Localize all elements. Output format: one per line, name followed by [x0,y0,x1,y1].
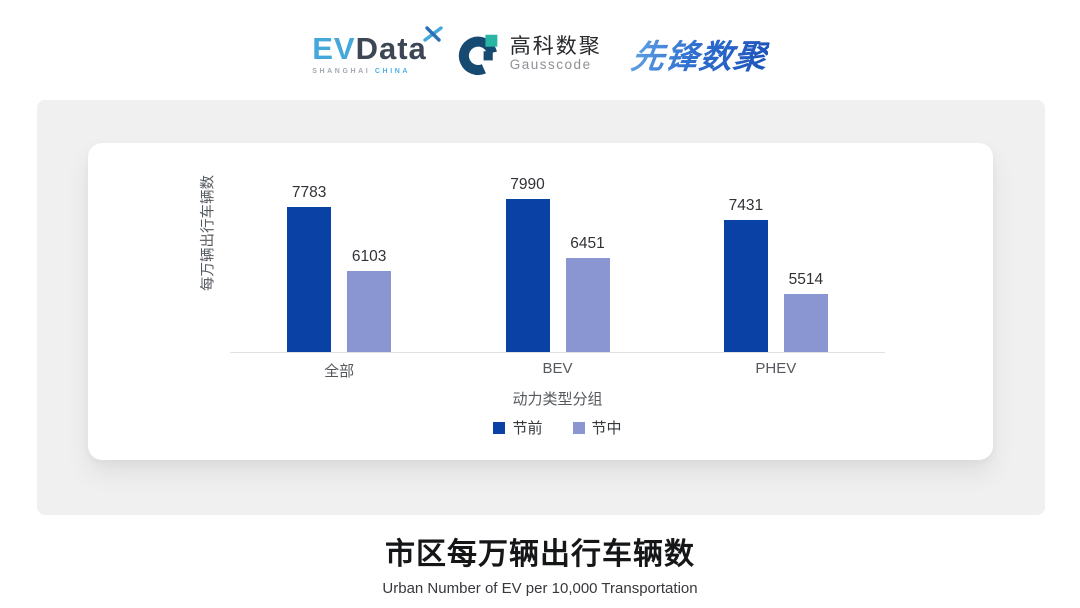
page-subtitle: Urban Number of EV per 10,000 Transporta… [382,580,698,597]
gausscode-en-text: Gausscode [509,56,592,72]
legend-swatch-during [572,421,585,434]
gausscode-cn-text: 高科数聚 [509,34,602,58]
bar-value-label: 7783 [291,184,327,201]
page-title: 市区每万辆出行车辆数 [385,538,695,571]
x-category-label-全部: 全部 [324,363,355,380]
legend-swatch-pre [493,421,506,434]
x-axis-title: 动力类型分组 [512,391,603,408]
x-category-label-PHEV: PHEV [755,360,797,377]
y-axis-title: 每万辆出行车辆数 [200,175,217,291]
bar-value-label: 5514 [788,271,824,288]
gausscode-logo: 高科数聚 Gausscode [457,32,602,76]
bar-value-label: 6451 [570,235,605,252]
evdata-x-spark-icon [423,26,443,42]
evdata-ev-text: EV [312,31,356,66]
bar-节中-BEV [565,258,610,352]
legend-item-during: 节中 [572,417,622,438]
pioneer-logo: 先锋数聚 [628,30,771,78]
evdata-china-text: CHINA [374,68,411,75]
bar-节前-PHEV [723,220,768,352]
legend-label-pre: 节前 [512,420,543,437]
evdata-logo: EVData SHANGHAI CHINA [312,26,443,75]
evdata-shanghai-text: SHANGHAI [312,68,371,75]
legend-item-pre: 节前 [493,417,543,438]
bar-节前-BEV [505,199,550,352]
footer: 市区每万辆出行车辆数 Urban Number of EV per 10,000… [0,529,1080,597]
evdata-wordmark: EVData [312,33,427,64]
evdata-subtext: SHANGHAI CHINA [312,68,410,75]
x-category-label-BEV: BEV [542,360,573,377]
gausscode-g-ring-icon [458,34,498,76]
legend: 节前 节中 [230,417,885,438]
bar-节中-全部 [347,271,392,352]
bar-节中-PHEV [783,294,828,352]
chart-card: 每万辆出行车辆数 7783 6103 7990 6451 7431 5514 全部 BEV P… [88,143,993,460]
plot-area: 7783 6103 7990 6451 7431 5514 [230,160,885,352]
legend-label-during: 节中 [591,420,622,437]
evdata-data-text: Data [355,31,427,66]
bar-节前-全部 [287,207,332,352]
bar-chart: 每万辆出行车辆数 7783 6103 7990 6451 7431 5514 全部 BEV P… [88,143,993,460]
header-logo-strip: EVData SHANGHAI CHINA 高科数聚 Gausscode 先锋 [0,22,1080,86]
bar-value-label: 7990 [510,176,545,193]
bar-value-label: 7431 [728,197,764,214]
gausscode-wordmark: 高科数聚 Gausscode [509,34,602,72]
x-axis-line [230,352,885,353]
bar-value-label: 6103 [351,248,387,265]
